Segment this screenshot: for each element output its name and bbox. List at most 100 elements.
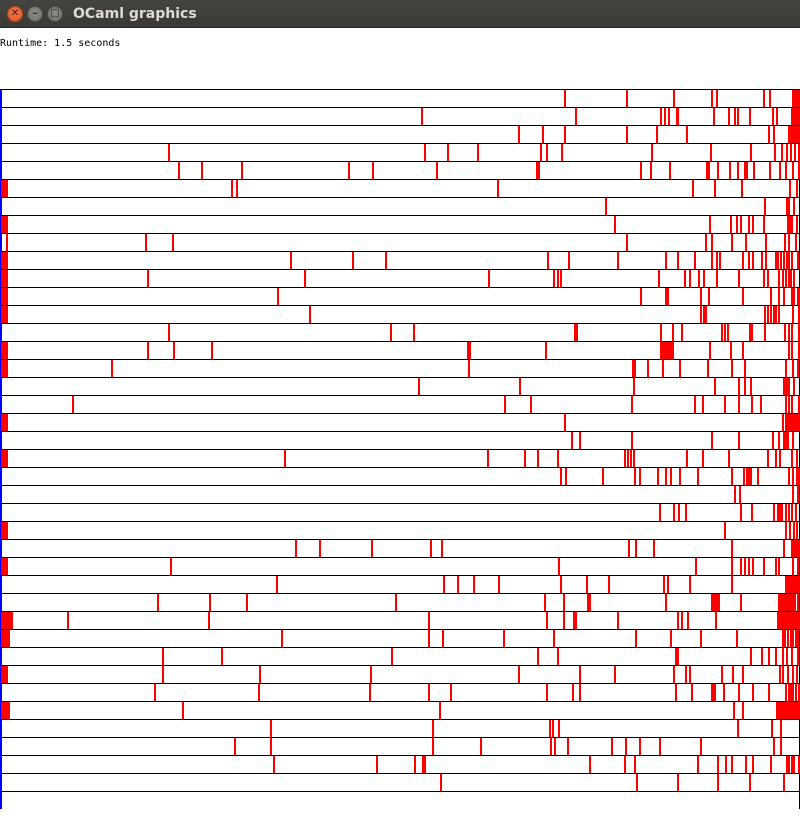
- tick-mark: [552, 720, 554, 737]
- data-row: [564, 90, 800, 107]
- maximize-window-button[interactable]: □: [47, 6, 63, 22]
- tick-mark: [564, 90, 566, 107]
- tick-mark: [639, 738, 641, 755]
- tick-mark: [788, 756, 790, 773]
- tick-mark: [6, 450, 8, 467]
- tick-mark: [778, 594, 780, 611]
- tick-mark: [773, 306, 775, 323]
- tick-mark: [775, 252, 777, 269]
- tick-mark: [162, 648, 164, 665]
- tick-mark: [503, 630, 505, 647]
- close-window-button[interactable]: ✕: [7, 6, 23, 22]
- tick-mark: [772, 108, 774, 125]
- tick-mark: [702, 396, 704, 413]
- data-row: [295, 540, 800, 557]
- tick-mark: [681, 612, 683, 629]
- tick-mark: [767, 306, 769, 323]
- tick-mark: [763, 90, 765, 107]
- tick-mark: [785, 396, 787, 413]
- tick-mark: [666, 342, 668, 359]
- tick-mark: [477, 144, 479, 161]
- tick-mark: [781, 504, 783, 521]
- tick-mark: [670, 468, 672, 485]
- tick-mark: [787, 216, 789, 233]
- data-row: [440, 774, 785, 791]
- tick-mark: [793, 378, 795, 395]
- tick-mark: [689, 576, 691, 593]
- tick-mark: [744, 360, 746, 377]
- data-row: [154, 684, 800, 701]
- tick-mark: [780, 720, 782, 737]
- tick-mark: [168, 144, 170, 161]
- tick-mark: [779, 450, 781, 467]
- tick-mark: [769, 162, 771, 179]
- runtime-label: Runtime: 1.5 seconds: [0, 38, 121, 49]
- tick-mark: [798, 414, 800, 431]
- tick-mark: [742, 702, 744, 719]
- tick-mark: [774, 144, 776, 161]
- tick-mark: [798, 684, 800, 701]
- tick-mark: [798, 324, 800, 341]
- tick-mark: [786, 756, 788, 773]
- tick-mark: [717, 774, 719, 791]
- tick-mark: [792, 702, 794, 719]
- tick-mark: [663, 576, 665, 593]
- data-row: [421, 108, 800, 125]
- tick-mark: [640, 288, 642, 305]
- tick-mark: [790, 630, 792, 647]
- tick-mark: [788, 684, 790, 701]
- tick-mark: [752, 252, 754, 269]
- tick-mark: [795, 504, 797, 521]
- tick-mark: [672, 324, 674, 341]
- tick-mark: [542, 126, 544, 143]
- tick-mark: [778, 270, 780, 287]
- tick-mark: [791, 756, 793, 773]
- window-titlebar[interactable]: ✕ – □ OCaml graphics: [0, 0, 800, 28]
- tick-mark: [730, 216, 732, 233]
- tick-mark: [791, 576, 793, 593]
- tick-mark: [795, 630, 797, 647]
- row-plot: [0, 89, 800, 809]
- tick-mark: [589, 756, 591, 773]
- tick-mark: [730, 342, 732, 359]
- tick-mark: [778, 558, 780, 575]
- tick-mark: [738, 378, 740, 395]
- tick-mark: [731, 540, 733, 557]
- tick-mark: [11, 612, 13, 629]
- tick-mark: [627, 450, 629, 467]
- tick-mark: [783, 252, 785, 269]
- tick-mark: [787, 576, 789, 593]
- minimize-window-button[interactable]: –: [27, 6, 43, 22]
- tick-mark: [6, 288, 8, 305]
- tick-mark: [796, 468, 798, 485]
- data-row: [1, 270, 795, 287]
- tick-mark: [771, 720, 773, 737]
- tick-mark: [792, 432, 794, 449]
- tick-mark: [790, 594, 792, 611]
- tick-mark: [673, 504, 675, 521]
- tick-mark: [665, 468, 667, 485]
- tick-mark: [779, 162, 781, 179]
- tick-mark: [738, 270, 740, 287]
- tick-mark: [798, 108, 800, 125]
- tick-mark: [236, 180, 238, 197]
- tick-mark: [658, 270, 660, 287]
- tick-mark: [651, 144, 653, 161]
- tick-mark: [647, 360, 649, 377]
- tick-mark: [768, 648, 770, 665]
- tick-mark: [798, 576, 800, 593]
- tick-mark: [788, 504, 790, 521]
- tick-mark: [705, 234, 707, 251]
- data-row: [273, 756, 800, 773]
- tick-mark: [560, 270, 562, 287]
- tick-mark: [537, 648, 539, 665]
- data-row: [605, 198, 795, 215]
- tick-mark: [792, 306, 794, 323]
- tick-mark: [737, 108, 739, 125]
- tick-mark: [488, 270, 490, 287]
- tick-mark: [201, 162, 203, 179]
- tick-mark: [439, 702, 441, 719]
- tick-mark: [173, 342, 175, 359]
- tick-mark: [430, 540, 432, 557]
- tick-mark: [775, 306, 777, 323]
